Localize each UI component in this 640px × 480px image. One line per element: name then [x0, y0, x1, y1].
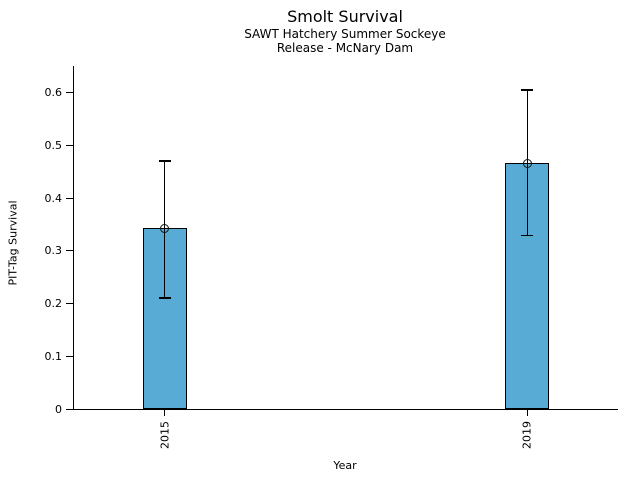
y-axis-tick-label: 0.6 — [44, 86, 63, 100]
chart-title-block: Smolt Survival SAWT Hatchery Summer Sock… — [73, 6, 617, 55]
chart-subtitle-line2: Release - McNary Dam — [276, 41, 414, 55]
y-axis-label: PIT-Tag Survival — [6, 200, 20, 286]
x-axis-label: Year — [333, 459, 357, 472]
y-axis-tick-label: 0.2 — [44, 297, 63, 311]
x-axis-tick-label: 2019 — [520, 421, 534, 449]
x-axis-tick-label: 2015 — [158, 421, 172, 449]
data-point-marker — [160, 223, 170, 233]
y-axis-tick — [66, 355, 73, 357]
y-axis-tick — [66, 408, 73, 410]
y-axis-tick-label: 0.4 — [44, 191, 63, 205]
x-axis-tick — [164, 410, 166, 416]
error-bar-cap-bottom — [521, 234, 534, 237]
x-axis-tick — [526, 410, 528, 416]
y-axis-tick — [66, 250, 73, 252]
y-axis-tick — [66, 197, 73, 199]
y-axis-tick-label: 0.5 — [44, 139, 63, 153]
error-bar-cap-top — [521, 89, 534, 92]
data-point-marker — [522, 158, 532, 168]
error-bar-cap-bottom — [158, 297, 171, 299]
y-axis-tick-label: 0.3 — [44, 244, 63, 258]
plot-area: 0 0.1 0.2 0.3 0.4 0.5 0.6 2015 2019 — [45, 66, 618, 449]
y-axis-tick-label: 0.1 — [44, 349, 63, 363]
y-axis-tick — [66, 92, 73, 94]
y-axis-tick-label: 0 — [55, 402, 62, 416]
chart-subtitle-line1: SAWT Hatchery Summer Sockeye — [244, 27, 446, 41]
error-bar-cap-top — [158, 160, 171, 162]
y-axis-tick — [66, 145, 73, 147]
chart-title: Smolt Survival — [287, 7, 403, 26]
y-axis-tick — [66, 303, 73, 305]
